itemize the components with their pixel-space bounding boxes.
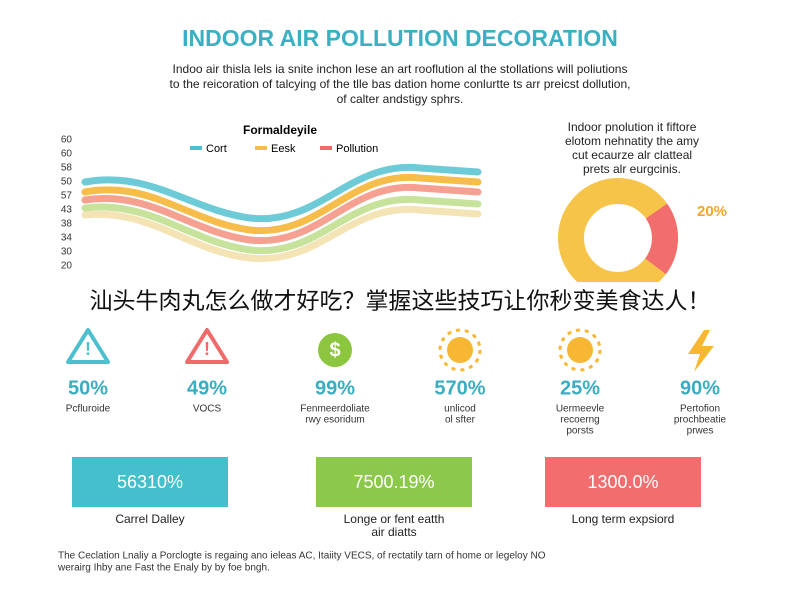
sun-icon — [447, 337, 473, 363]
axis-label: 60 — [61, 135, 73, 146]
intro-line: to the reicoration of talcying of the tl… — [170, 77, 631, 91]
icons: ! ! $ — [66, 328, 714, 372]
stat-caption: porsts — [566, 426, 593, 437]
boxes: 56310% Carrel Dalley 7500.19% Longe or fent… — [115, 472, 674, 539]
box-value: 56310% — [117, 472, 183, 492]
axis-label: 58 — [61, 163, 73, 174]
stat-caption: Fenmeerdoliate — [300, 404, 370, 415]
icon-glyph: ! — [85, 339, 91, 359]
side-line: Indoor pnolution it fiftore — [568, 120, 697, 134]
wave — [81, 195, 482, 255]
intro-line: of calter andstigy sphrs. — [337, 92, 464, 106]
legend-label: Eesk — [271, 143, 296, 155]
stat-caption: VOCS — [193, 404, 222, 415]
title: INDOOR AIR POLLUTION DECORATION — [182, 25, 618, 51]
stat-caption: prochbeatie — [674, 415, 727, 426]
stat-caption: rwy esoridum — [305, 415, 364, 426]
stat-value: 50% — [68, 377, 108, 399]
stat-value: 49% — [187, 377, 227, 399]
axis-label: 43 — [61, 205, 73, 216]
footer-line: The Ceclation Lnaliy a Porclogte is rega… — [58, 551, 546, 562]
sun-rays — [558, 328, 602, 372]
stat-caption: unlicod — [444, 404, 476, 415]
legend-swatch — [255, 146, 267, 150]
axis-labels: 60 60 58 50 57 43 38 34 30 20 — [61, 135, 73, 272]
axis-label: 30 — [61, 247, 73, 258]
stat-value: 99% — [315, 377, 355, 399]
axis-label: 34 — [61, 233, 73, 244]
side-line: elotom nehnatity the amy — [565, 134, 699, 148]
axis-label: 57 — [61, 191, 73, 202]
side-line: prets alr eurgcinis. — [583, 162, 681, 176]
stat-value: 570% — [434, 377, 485, 399]
donut-segment — [644, 203, 678, 275]
footer: The Ceclation Lnaliy a Porclogte is rega… — [57, 551, 546, 574]
stat-caption: Pertofion — [680, 404, 720, 415]
box — [72, 457, 228, 507]
footer-line: werairg Ihby ane Fast the Enaly by by fo… — [57, 563, 270, 574]
stat-caption: recoerng — [560, 415, 599, 426]
axis-label: 60 — [61, 149, 73, 160]
stat-value: 90% — [680, 377, 720, 399]
chart-title: Formaldeyile — [243, 123, 317, 137]
banner: 汕头牛肉丸怎么做才好吃？掌握这些技巧让你秒变美食达人！ — [90, 289, 711, 315]
box-caption: air diatts — [371, 525, 416, 539]
stat-value: 25% — [560, 377, 600, 399]
stat-caption: prwes — [687, 426, 714, 437]
sun-icon — [567, 337, 593, 363]
intro: Indoo air thisla lels ia snite inchon le… — [170, 62, 631, 106]
stats: 50% Pcfluroide 49% VOCS 99% Fenmeerdoliaterwy… — [66, 377, 727, 436]
donut-label: 20% — [697, 203, 727, 220]
legend: Cort Eesk Pollution — [190, 143, 378, 155]
icon-glyph: $ — [329, 339, 340, 361]
stat-caption: Pcfluroide — [66, 404, 111, 415]
wave — [81, 205, 482, 263]
legend-swatch — [320, 146, 332, 150]
box-caption: Carrel Dalley — [115, 512, 184, 526]
stat-caption: ol sfter — [445, 415, 476, 426]
side-line: cut ecaurze alr clatteal — [572, 148, 692, 162]
box-caption: Long term expsiord — [572, 512, 675, 526]
chart: Formaldeyile Cort Eesk Pollution 60 60 58 50 5… — [61, 123, 482, 272]
waves — [81, 163, 482, 263]
bolt-icon — [688, 330, 714, 372]
money-icon — [318, 333, 352, 367]
box-value: 7500.19% — [353, 472, 434, 492]
intro-line: Indoo air thisla lels ia snite inchon le… — [173, 62, 628, 76]
wave — [81, 173, 482, 235]
axis-label: 20 — [61, 261, 73, 272]
banner-bg — [0, 282, 800, 322]
legend-label: Cort — [206, 143, 227, 155]
legend-swatch — [190, 146, 202, 150]
warning-icon — [185, 328, 229, 364]
warning-icon — [66, 328, 110, 364]
legend-label: Pollution — [336, 143, 378, 155]
icon-glyph: ! — [204, 339, 210, 359]
box-value: 1300.0% — [587, 472, 658, 492]
axis-label: 38 — [61, 219, 73, 230]
box — [316, 457, 472, 507]
axis-label: 50 — [61, 177, 73, 188]
stat-caption: Uermeevle — [556, 404, 605, 415]
wave — [81, 183, 482, 245]
box — [545, 457, 701, 507]
wave — [81, 163, 482, 223]
box-caption: Longe or fent eatth — [344, 512, 445, 526]
sun-rays — [438, 328, 482, 372]
